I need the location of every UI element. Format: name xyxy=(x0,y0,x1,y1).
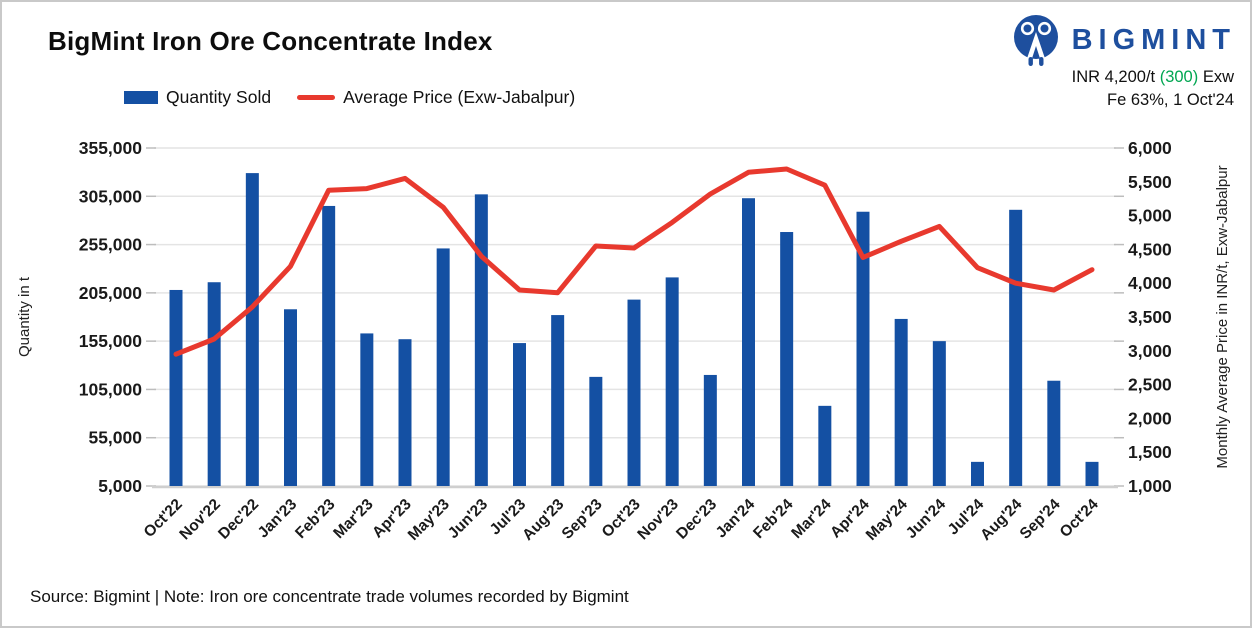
x-axis-month-label: Jan'23 xyxy=(255,496,301,542)
x-axis-month-label: Jun'24 xyxy=(903,496,950,543)
bigmint-logo-wordmark: BIGMINT xyxy=(1071,23,1236,56)
line-swatch-icon xyxy=(297,95,336,100)
price-value: INR 4,200/t xyxy=(1071,68,1160,86)
x-axis-month-label: Dec'23 xyxy=(673,496,720,543)
right-axis-tick-label: 2,500 xyxy=(1128,375,1172,395)
page-title: BigMint Iron Ore Concentrate Index xyxy=(48,26,493,56)
bar-quantity-sold xyxy=(360,333,374,486)
current-price-block: INR 4,200/t (300) Exw Fe 63%, 1 Oct'24 xyxy=(1072,66,1234,112)
bar-quantity-sold xyxy=(436,248,450,486)
bar-quantity-sold xyxy=(1009,209,1023,486)
bar-quantity-sold xyxy=(665,277,679,486)
legend-label: Quantity Sold xyxy=(166,87,272,107)
right-axis-tick-label: 5,500 xyxy=(1128,172,1172,192)
left-axis-tick-label: 205,000 xyxy=(79,283,143,303)
legend: Quantity Sold Average Price (Exw-Jabalpu… xyxy=(124,87,575,108)
left-axis-tick-label: 55,000 xyxy=(88,428,142,448)
line-average-price xyxy=(173,166,1095,357)
right-axis-tick-label: 1,000 xyxy=(1128,476,1172,496)
x-axis-month-label: Aug'23 xyxy=(519,496,567,544)
left-axis-tick-label: 155,000 xyxy=(79,331,143,351)
right-axis-tick-label: 5,000 xyxy=(1128,206,1172,226)
bigmint-logo-icon xyxy=(1013,15,1058,66)
left-axis-tick-label: 305,000 xyxy=(79,186,143,206)
x-axis-month-label: Sep'24 xyxy=(1017,496,1064,543)
x-axis-month-label: Jan'24 xyxy=(713,496,759,542)
bar-quantity-sold xyxy=(474,194,488,486)
bar-quantity-sold xyxy=(703,374,717,486)
bar-quantity-sold xyxy=(169,289,183,486)
x-axis-month-label: Mar'23 xyxy=(330,496,377,543)
bar-quantity-sold xyxy=(627,299,641,486)
price-change: (300) xyxy=(1159,68,1199,86)
left-axis-title: Quantity in t xyxy=(16,276,33,357)
right-axis-title: Monthly Average Price in INR/t, Exw-Jaba… xyxy=(1214,165,1231,468)
bar-quantity-sold xyxy=(894,318,908,486)
legend-item-price: Average Price (Exw-Jabalpur) xyxy=(297,87,575,108)
right-axis-tick-label: 4,500 xyxy=(1128,239,1172,259)
legend-label: Average Price (Exw-Jabalpur) xyxy=(343,87,576,107)
bar-quantity-sold xyxy=(932,341,946,486)
x-axis-month-label: Feb'23 xyxy=(292,496,339,543)
right-axis-tick-label: 2,000 xyxy=(1128,408,1172,428)
bar-quantity-sold xyxy=(513,343,526,486)
bar-quantity-sold xyxy=(589,376,603,486)
right-axis-tick-label: 3,500 xyxy=(1128,307,1172,327)
bar-quantity-sold xyxy=(245,173,259,486)
bar-quantity-sold xyxy=(284,309,297,486)
x-axis-month-label: Aug'24 xyxy=(977,496,1025,544)
bar-quantity-sold xyxy=(1047,380,1061,486)
bar-quantity-sold xyxy=(398,339,412,486)
x-axis-month-label: May'24 xyxy=(863,496,911,544)
bar-quantity-sold xyxy=(818,405,832,486)
bar-quantity-sold xyxy=(322,205,336,486)
bigmint-logo: BIGMINT xyxy=(1010,12,1236,68)
current-price-line: INR 4,200/t (300) Exw xyxy=(1072,66,1234,89)
bar-swatch-icon xyxy=(124,91,158,104)
right-axis-tick-label: 1,500 xyxy=(1128,442,1172,462)
x-axis-month-label: Nov'23 xyxy=(634,496,682,544)
right-axis-tick-label: 3,000 xyxy=(1128,341,1172,361)
x-axis-month-label: Jun'23 xyxy=(445,496,492,543)
bar-quantity-sold xyxy=(780,232,794,486)
left-axis-tick-label: 355,000 xyxy=(79,138,143,158)
right-axis-tick-label: 6,000 xyxy=(1128,138,1172,158)
x-axis-month-label: Dec'22 xyxy=(215,496,262,543)
x-axis-month-label: Feb'24 xyxy=(750,496,797,543)
left-axis-tick-label: 105,000 xyxy=(79,379,143,399)
price-terms: Exw xyxy=(1198,68,1234,86)
x-axis-month-label: Oct'24 xyxy=(1057,496,1102,541)
bar-quantity-sold xyxy=(856,211,870,487)
x-axis-month-label: Mar'24 xyxy=(788,496,835,543)
right-axis-tick-label: 4,000 xyxy=(1128,273,1172,293)
legend-item-quantity: Quantity Sold xyxy=(124,87,271,108)
left-axis-tick-label: 5,000 xyxy=(98,476,142,496)
bar-quantity-sold xyxy=(742,198,755,486)
bar-quantity-sold xyxy=(551,315,565,486)
source-note: Source: Bigmint | Note: Iron ore concent… xyxy=(30,587,629,606)
left-axis-tick-label: 255,000 xyxy=(79,235,143,255)
x-axis-month-label: Sep'23 xyxy=(559,496,606,543)
bar-quantity-sold xyxy=(207,282,221,486)
price-spec-line: Fe 63%, 1 Oct'24 xyxy=(1107,91,1234,109)
bar-quantity-sold xyxy=(971,461,984,486)
x-axis-month-label: May'23 xyxy=(405,496,453,544)
bar-quantity-sold xyxy=(1085,461,1099,486)
x-axis-month-label: Nov'22 xyxy=(176,496,224,544)
